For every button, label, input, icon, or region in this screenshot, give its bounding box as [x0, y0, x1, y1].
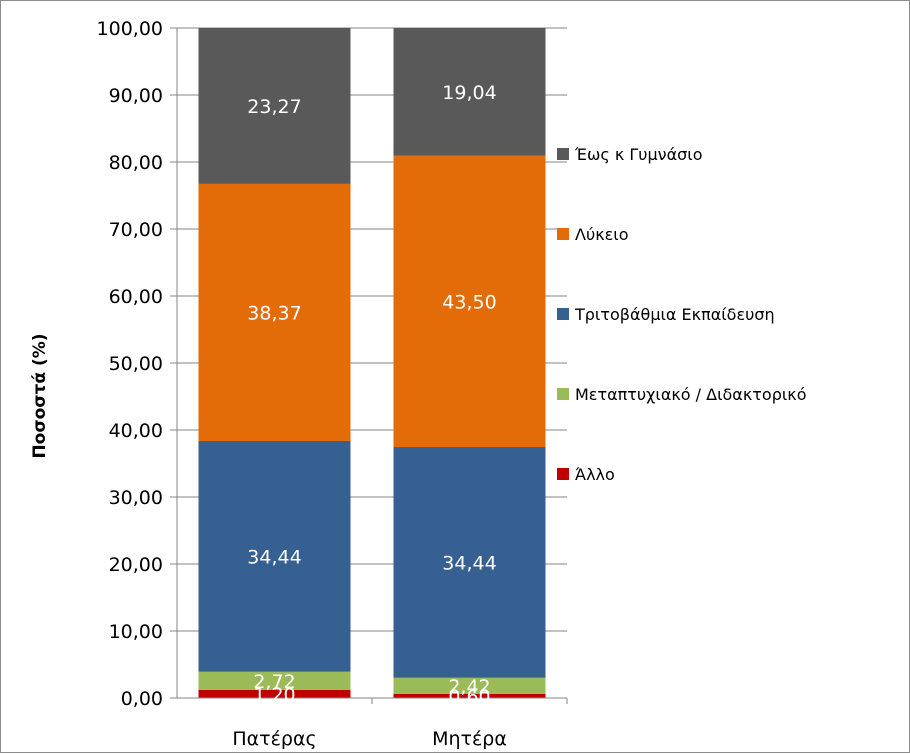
y-tick-label: 30,00	[109, 487, 163, 509]
y-tick-label: 20,00	[109, 554, 163, 576]
bar-segment	[198, 689, 351, 698]
y-tick-label: 100,00	[97, 18, 163, 40]
y-tick-label: 40,00	[109, 420, 163, 442]
bar-segment	[393, 693, 546, 698]
bar-segment	[198, 671, 351, 690]
data-label: 43,50	[442, 291, 496, 313]
bar-stacks	[198, 28, 546, 698]
data-labels: 1,202,72 34,44 38,37 23,27 0,602,42 34,44 43,5…	[247, 82, 496, 708]
legend-label: Άλλο	[575, 465, 615, 484]
legend-swatch	[557, 388, 569, 400]
legend: Έως κ Γυμνάσιο Λύκειο Τριτοβάθμια Εκπαίδευ…	[557, 145, 806, 484]
y-tick-label: 10,00	[109, 621, 163, 643]
bar-segment	[393, 447, 546, 678]
data-label: 23,27	[247, 96, 301, 118]
legend-label: Μεταπτυχιακό / Διδακτορικό	[575, 385, 806, 404]
bar-segment	[393, 677, 546, 694]
y-tick-label: 80,00	[109, 152, 163, 174]
legend-swatch	[557, 148, 569, 160]
data-label: 34,44	[442, 552, 496, 574]
axes	[170, 27, 568, 704]
y-tick-labels: 0,00 10,00 20,00 30,00 40,00 50,00 60,00 70,00 8…	[97, 18, 163, 710]
data-label: 19,04	[442, 82, 496, 104]
data-label: 2,72	[253, 671, 295, 693]
y-tick-label: 60,00	[109, 286, 163, 308]
data-label: 2,42	[448, 676, 490, 698]
bar-segment	[198, 28, 351, 184]
legend-swatch	[557, 228, 569, 240]
y-tick-label: 70,00	[109, 219, 163, 241]
bar-segment	[198, 183, 351, 441]
x-tick-labels: Πατέρας Μητέρα	[232, 728, 507, 750]
bar-segment	[393, 28, 546, 156]
legend-label: Λύκειο	[575, 225, 628, 244]
legend-label: Τριτοβάθμια Εκπαίδευση	[574, 305, 775, 324]
data-label: 1,20	[253, 684, 295, 706]
y-axis-label: Ποσοστά (%)	[30, 333, 50, 458]
y-tick-label: 90,00	[109, 85, 163, 107]
data-label: 0,60	[448, 686, 490, 708]
bar-segment	[198, 440, 351, 672]
data-label: 38,37	[247, 302, 301, 324]
x-tick-label: Πατέρας	[232, 728, 316, 750]
y-tick-label: 50,00	[109, 353, 163, 375]
legend-swatch	[557, 308, 569, 320]
x-tick-label: Μητέρα	[432, 728, 507, 750]
y-tick-label: 0,00	[121, 688, 163, 710]
data-label: 34,44	[247, 546, 301, 568]
bar-segment	[393, 155, 546, 448]
legend-label: Έως κ Γυμνάσιο	[574, 145, 703, 164]
legend-swatch	[557, 468, 569, 480]
